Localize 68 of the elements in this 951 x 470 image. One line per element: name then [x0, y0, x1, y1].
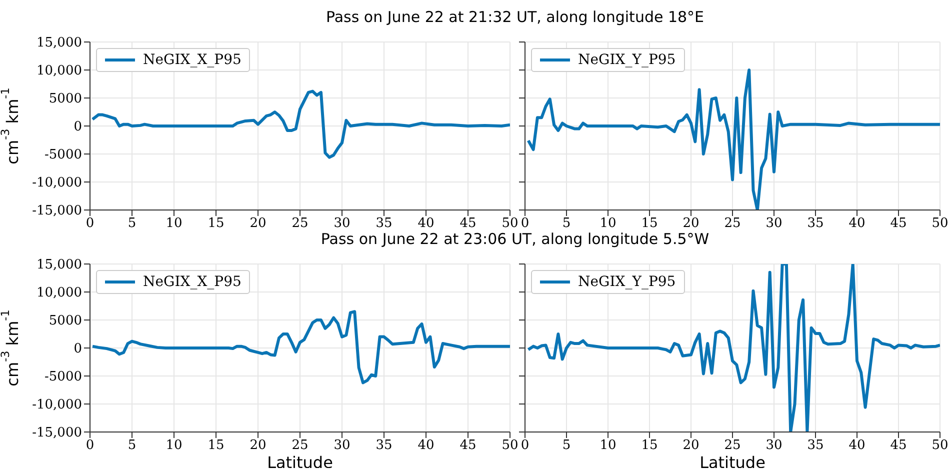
x-tick-label: 40	[418, 438, 434, 454]
x-tick-label: 20	[250, 216, 266, 232]
x-tick-label: 15	[208, 216, 224, 232]
x-tick-label: 15	[641, 438, 658, 454]
x-tick-label: 10	[600, 438, 616, 454]
x-tick-label: 30	[766, 216, 782, 232]
x-tick-label: 45	[890, 438, 907, 454]
legend-label: NeGIX_Y_P95	[578, 52, 676, 68]
x-tick-label: 15	[641, 216, 658, 232]
x-tick-label: 40	[848, 438, 866, 454]
x-tick-label: 35	[376, 438, 392, 454]
x-tick-label: 20	[682, 216, 700, 232]
legend-label: NeGIX_Y_P95	[578, 274, 676, 290]
x-tick-label: 50	[932, 438, 948, 454]
x-tick-label: 0	[520, 438, 530, 454]
x-tick-label: 25	[724, 216, 741, 232]
x-tick-label: 5	[562, 216, 571, 232]
x-tick-label: 15	[208, 438, 224, 454]
y-tick-label: 5000	[48, 92, 82, 107]
legend-label: NeGIX_X_P95	[143, 52, 242, 68]
x-tick-label: 40	[848, 216, 866, 232]
x-tick-label: 45	[460, 438, 476, 454]
y-tick-label: 0	[74, 342, 82, 357]
chart-title: Pass on June 22 at 21:32 UT, along longitude 18°E	[324, 8, 706, 26]
x-tick-label: 20	[250, 438, 266, 454]
x-axis-title: Latitude	[700, 453, 766, 470]
x-tick-label: 50	[932, 216, 948, 232]
x-tick-label: 0	[520, 216, 530, 232]
legend-label: NeGIX_X_P95	[143, 274, 242, 290]
y-tick-label: -5000	[44, 370, 82, 385]
x-tick-label: 5	[128, 438, 136, 454]
y-tick-label: -10,000	[32, 176, 82, 191]
x-tick-label: 10	[166, 216, 182, 232]
x-tick-label: 35	[807, 216, 824, 232]
y-tick-label: 15,000	[36, 36, 82, 51]
x-tick-label: 30	[334, 438, 350, 454]
line-series	[91, 90, 510, 159]
x-tick-label: 5	[562, 438, 571, 454]
y-tick-label: 10,000	[36, 64, 82, 79]
line-series	[91, 310, 510, 384]
x-tick-label: 30	[766, 438, 782, 454]
y-tick-label: 10,000	[36, 286, 82, 301]
x-tick-label: 45	[890, 216, 907, 232]
x-tick-label: 40	[418, 216, 434, 232]
x-tick-label: 25	[724, 438, 741, 454]
y-tick-label: -5000	[44, 148, 82, 163]
x-tick-label: 50	[502, 438, 518, 454]
x-tick-label: 5	[128, 216, 136, 232]
y-tick-label: -10,000	[32, 398, 82, 413]
x-tick-label: 25	[292, 216, 308, 232]
x-tick-label: 25	[292, 438, 308, 454]
x-tick-label: 10	[600, 216, 616, 232]
x-tick-label: 45	[460, 216, 476, 232]
x-tick-label: 0	[86, 438, 94, 454]
y-tick-label: 15,000	[36, 258, 82, 273]
y-tick-label: 5000	[48, 314, 82, 329]
x-axis-title: Latitude	[267, 453, 333, 470]
x-tick-label: 10	[166, 438, 182, 454]
y-tick-label: -15,000	[32, 426, 82, 441]
x-tick-label: 30	[334, 216, 350, 232]
x-tick-label: 0	[86, 216, 94, 232]
y-tick-label: -15,000	[32, 204, 82, 219]
x-tick-label: 20	[682, 438, 700, 454]
x-tick-label: 35	[376, 216, 392, 232]
x-tick-label: 35	[807, 438, 824, 454]
chart-title: Pass on June 22 at 23:06 UT, along longitude 5.5°W	[320, 230, 710, 248]
x-tick-label: 50	[502, 216, 518, 232]
y-tick-label: 0	[74, 120, 82, 135]
